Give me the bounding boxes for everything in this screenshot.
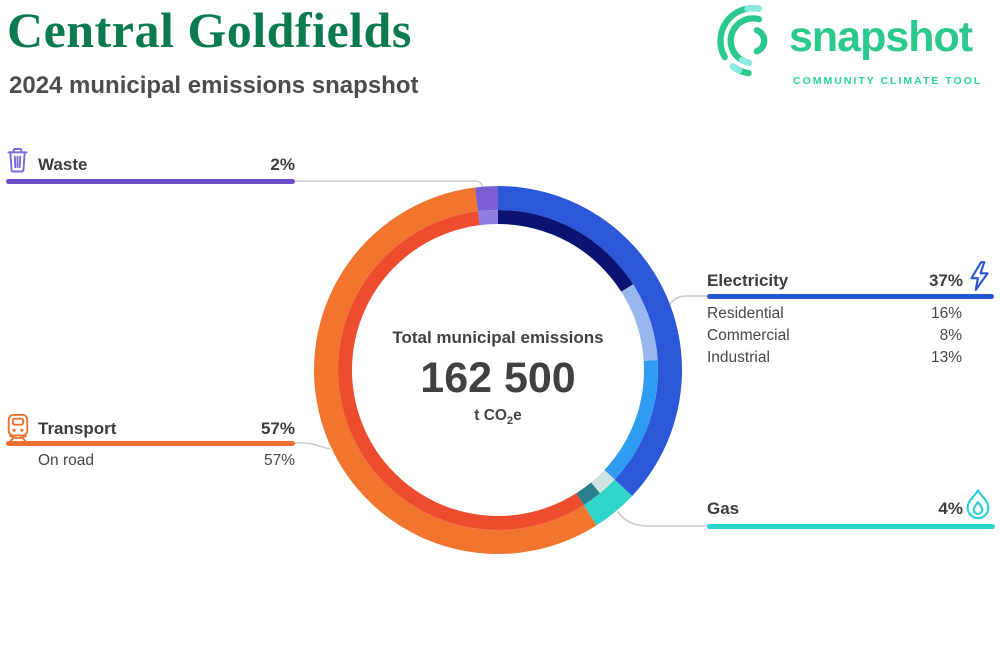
transport-legend-row: Transport 57% — [38, 419, 295, 439]
on-road-percent: 57% — [263, 452, 295, 469]
total-emissions-label: Total municipal emissions — [392, 328, 604, 347]
industrial-percent: 13% — [930, 349, 962, 366]
logo-tagline: COMMUNITY CLIMATE TOOL — [793, 75, 983, 87]
donut-subsegment-commercial[interactable] — [621, 284, 658, 361]
residential-percent: 16% — [930, 305, 962, 322]
electricity-label: Electricity — [707, 271, 789, 290]
electricity-underline — [707, 293, 994, 299]
trash-icon — [6, 146, 29, 179]
on-road-label: On road — [38, 452, 95, 469]
gas-underline — [707, 524, 995, 529]
donut-subsegment-residential[interactable] — [498, 210, 634, 292]
transport-connector-line — [293, 442, 331, 450]
donut-segment-electricity[interactable] — [498, 186, 683, 496]
logo-arcs-teal — [729, 4, 762, 74]
waste-label: Waste — [38, 155, 88, 174]
donut-segment-waste[interactable] — [474, 186, 498, 212]
transport-label: Transport — [38, 419, 117, 438]
electricity-sub-row-commercial: Commercial 8% — [707, 327, 962, 345]
train-icon — [5, 412, 31, 448]
unit-prefix: t CO — [474, 407, 507, 424]
electricity-legend-row: Electricity 37% — [707, 271, 963, 291]
gas-percent: 4% — [938, 499, 963, 518]
page-title: Central Goldfields — [7, 2, 412, 58]
donut-segment-gas[interactable] — [583, 479, 633, 526]
logo-wordmark: snapshot — [789, 13, 973, 61]
electricity-percent: 37% — [928, 271, 963, 290]
waste-percent: 2% — [270, 155, 295, 174]
transport-sub-row-on-road: On road 57% — [38, 452, 295, 470]
total-emissions-value: 162 500 — [420, 354, 576, 402]
donut-subsegment-industrial[interactable] — [604, 359, 658, 480]
unit-suffix: e — [513, 407, 522, 424]
gas-legend-row: Gas 4% — [707, 499, 963, 519]
electricity-sub-row-industrial: Industrial 13% — [707, 349, 962, 367]
residential-label: Residential — [707, 305, 784, 322]
waste-underline — [6, 179, 295, 184]
transport-underline — [6, 441, 295, 446]
lightning-bolt-icon — [966, 260, 993, 297]
donut-center-text: Total municipal emissions 162 500 t CO2e — [348, 328, 648, 427]
donut-subsegment-waste-0[interactable] — [477, 210, 498, 226]
industrial-label: Industrial — [707, 349, 770, 366]
gas-connector-line — [617, 511, 709, 527]
commercial-label: Commercial — [707, 327, 790, 344]
gas-label: Gas — [707, 499, 740, 518]
donut-subsegment-gas-1[interactable] — [576, 482, 600, 506]
flame-icon — [962, 488, 994, 527]
electricity-connector-line — [668, 295, 709, 307]
donut-subsegment-gas-0[interactable] — [591, 469, 615, 494]
commercial-percent: 8% — [939, 327, 962, 344]
transport-percent: 57% — [260, 419, 295, 438]
electricity-sub-row-residential: Residential 16% — [707, 305, 962, 323]
unit-subscript: 2 — [506, 415, 514, 428]
donut-segment-transport[interactable] — [314, 187, 597, 554]
waste-legend-row: Waste 2% — [38, 155, 295, 175]
total-emissions-unit: t CO2e — [348, 407, 648, 427]
page-subtitle: 2024 municipal emissions snapshot — [9, 72, 419, 99]
snapshot-logo-icon — [710, 2, 788, 89]
